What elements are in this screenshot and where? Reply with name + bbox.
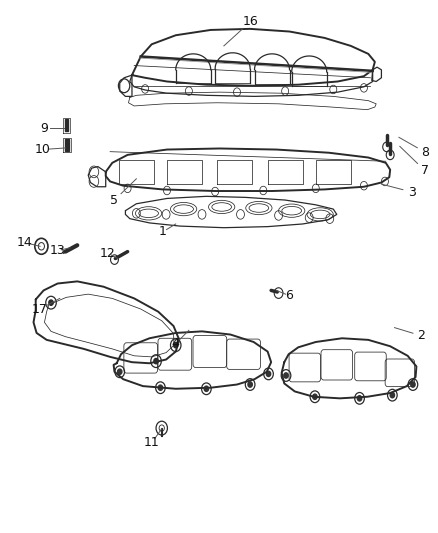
Text: 11: 11 xyxy=(144,437,159,449)
Polygon shape xyxy=(65,139,68,151)
Text: 10: 10 xyxy=(34,143,50,156)
Text: 13: 13 xyxy=(49,244,65,257)
Text: 9: 9 xyxy=(40,122,48,135)
Circle shape xyxy=(173,343,177,348)
Circle shape xyxy=(266,371,270,376)
Circle shape xyxy=(247,382,252,387)
Circle shape xyxy=(204,386,208,391)
Text: 1: 1 xyxy=(158,225,166,238)
Circle shape xyxy=(410,382,414,387)
Text: 8: 8 xyxy=(420,146,428,159)
Circle shape xyxy=(283,373,288,378)
Circle shape xyxy=(312,394,316,399)
Circle shape xyxy=(49,300,53,305)
Circle shape xyxy=(117,369,122,374)
Circle shape xyxy=(357,395,361,401)
Text: 14: 14 xyxy=(17,236,32,249)
Circle shape xyxy=(153,359,158,364)
Text: 5: 5 xyxy=(110,193,118,207)
Text: 7: 7 xyxy=(420,164,428,177)
Text: 4: 4 xyxy=(171,337,179,350)
Text: 12: 12 xyxy=(100,247,116,260)
Polygon shape xyxy=(65,119,67,131)
Text: 6: 6 xyxy=(285,289,293,302)
Circle shape xyxy=(389,392,394,398)
Text: 16: 16 xyxy=(242,15,258,28)
Text: 17: 17 xyxy=(32,303,48,316)
Text: 3: 3 xyxy=(407,185,415,199)
Circle shape xyxy=(158,385,162,390)
Text: 2: 2 xyxy=(416,329,424,342)
